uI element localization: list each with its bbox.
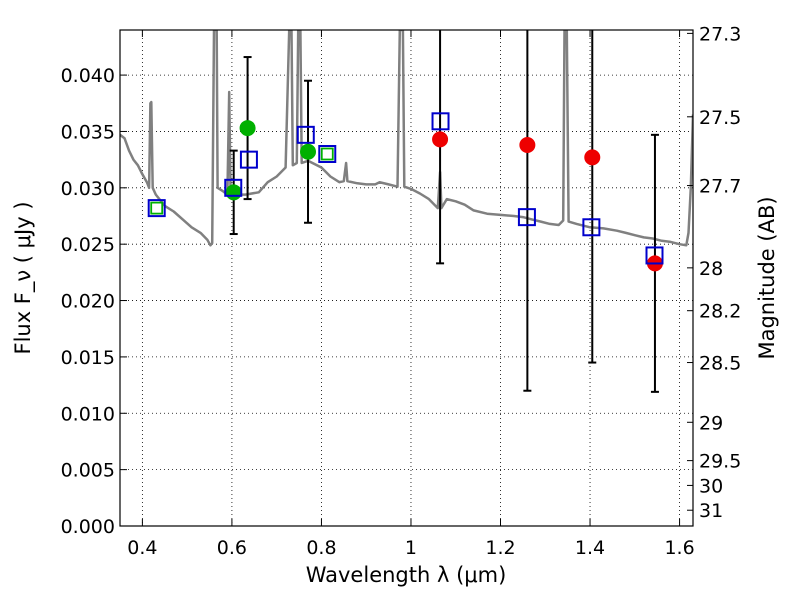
x-tick-label: 1 <box>405 537 417 559</box>
y2-tick-label: 30 <box>699 475 723 497</box>
model-box-point <box>239 150 258 169</box>
x-tick-label: 1.6 <box>664 537 694 559</box>
data-layer <box>120 30 693 393</box>
y2-axis-label: Magnitude (AB) <box>755 196 779 359</box>
y-tick-label: 0.010 <box>61 403 115 425</box>
y-tick-label: 0.015 <box>61 347 115 369</box>
y2-tick-label: 27.7 <box>699 176 741 198</box>
model-sed-line <box>120 30 693 247</box>
y2-tick-label: 29 <box>699 412 723 434</box>
y-tick-label: 0.030 <box>61 178 115 200</box>
model-box-point <box>296 125 315 144</box>
y-tick-label: 0.000 <box>61 516 115 538</box>
data-point-red <box>519 136 536 153</box>
y-tick-label: 0.040 <box>61 65 115 87</box>
inner-box-point <box>150 201 164 215</box>
data-point-green <box>300 143 317 160</box>
grid <box>120 30 693 527</box>
model-box-point <box>318 145 337 163</box>
model-box-point <box>582 218 601 237</box>
y-tick-label: 0.025 <box>61 234 115 256</box>
data-point-green <box>225 184 242 201</box>
plot-area <box>120 30 693 526</box>
y-tick-label: 0.020 <box>61 291 115 313</box>
y-tick-label: 0.035 <box>61 121 115 143</box>
x-tick-label: 1.4 <box>575 537 605 559</box>
y-axis-label: Flux F_ν ( μJy ) <box>11 201 36 354</box>
y2-tick-label: 28.2 <box>699 301 741 323</box>
y2-tick-label: 28 <box>699 258 723 280</box>
model-box-point <box>224 178 243 197</box>
y-tick-label: 0.005 <box>61 460 115 482</box>
model-box-point <box>431 112 450 131</box>
model-box-point <box>147 199 166 218</box>
model-box-point <box>645 246 664 265</box>
y2-tick-label: 28.5 <box>699 353 741 375</box>
data-point-green <box>239 120 256 137</box>
x-tick-label: 0.8 <box>306 537 336 559</box>
plot-frame <box>119 29 694 527</box>
inner-box-point <box>320 147 334 161</box>
x-axis-label: Wavelength λ (μm) <box>306 563 507 587</box>
x-tick-label: 0.6 <box>217 537 247 559</box>
x-tick-label: 0.4 <box>127 537 157 559</box>
model-box-point <box>517 208 536 227</box>
ticks: 0.4 0.6 0.8 1 1.2 1.4 1.6 0.000 0.005 0.010 0.015 0… <box>61 23 742 559</box>
x-tick-label: 1.2 <box>485 537 515 559</box>
y2-tick-label: 31 <box>699 500 723 522</box>
y2-tick-label: 27.3 <box>699 23 741 45</box>
y2-tick-label: 29.5 <box>699 451 741 473</box>
y2-tick-label: 27.5 <box>699 107 741 129</box>
data-point-red <box>584 149 601 166</box>
data-point-red <box>432 131 449 148</box>
